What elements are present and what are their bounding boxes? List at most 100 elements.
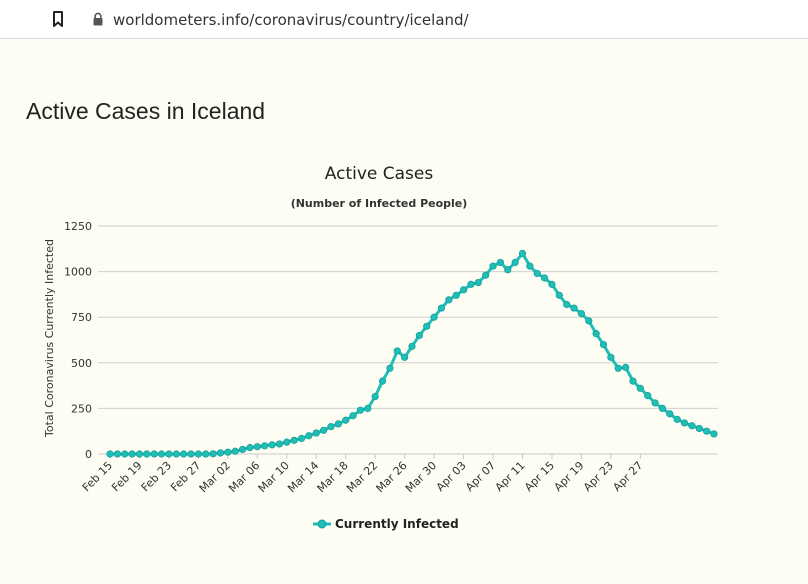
data-point[interactable] bbox=[518, 249, 527, 257]
series-line-currently-infected[interactable] bbox=[110, 251, 715, 456]
data-point[interactable] bbox=[459, 286, 468, 294]
x-tick-label: Feb 23 bbox=[139, 459, 174, 494]
data-point[interactable] bbox=[356, 406, 365, 414]
data-point[interactable] bbox=[106, 450, 114, 458]
data-point[interactable] bbox=[526, 262, 534, 270]
data-point[interactable] bbox=[393, 347, 401, 355]
data-point[interactable] bbox=[180, 450, 188, 458]
data-point[interactable] bbox=[202, 450, 210, 458]
data-point[interactable] bbox=[386, 364, 394, 372]
legend[interactable]: Currently Infected bbox=[313, 517, 459, 531]
data-point[interactable] bbox=[467, 280, 475, 288]
lock-icon[interactable] bbox=[92, 12, 104, 26]
data-point[interactable] bbox=[415, 331, 423, 340]
data-point[interactable] bbox=[268, 441, 276, 449]
data-point[interactable] bbox=[437, 304, 446, 312]
x-tick-label: Apr 03 bbox=[434, 459, 469, 494]
data-point[interactable] bbox=[364, 404, 372, 412]
data-point[interactable] bbox=[342, 416, 350, 424]
chart-subtitle: (Number of Infected People) bbox=[291, 197, 468, 210]
y-tick-label: 750 bbox=[71, 311, 92, 324]
data-point[interactable] bbox=[577, 309, 586, 318]
legend-label[interactable]: Currently Infected bbox=[335, 517, 459, 531]
data-point[interactable] bbox=[622, 363, 630, 371]
data-point[interactable] bbox=[334, 420, 342, 428]
data-point[interactable] bbox=[224, 448, 232, 456]
data-point[interactable] bbox=[408, 342, 416, 350]
data-point[interactable] bbox=[246, 444, 254, 452]
data-point[interactable] bbox=[673, 415, 681, 423]
data-point[interactable] bbox=[423, 322, 431, 330]
data-point[interactable] bbox=[570, 304, 578, 312]
data-point[interactable] bbox=[113, 450, 121, 458]
data-point[interactable] bbox=[614, 364, 622, 372]
data-point[interactable] bbox=[283, 438, 291, 446]
x-tick-label: Apr 23 bbox=[581, 459, 616, 494]
data-point[interactable] bbox=[482, 271, 490, 279]
data-point[interactable] bbox=[128, 450, 136, 458]
data-point[interactable] bbox=[658, 404, 667, 412]
data-point[interactable] bbox=[121, 450, 129, 458]
data-point[interactable] bbox=[261, 442, 269, 450]
data-point[interactable] bbox=[401, 353, 409, 361]
x-tick-label: Mar 02 bbox=[197, 459, 233, 495]
data-point[interactable] bbox=[548, 280, 556, 288]
data-point[interactable] bbox=[474, 278, 482, 287]
data-point[interactable] bbox=[680, 419, 689, 427]
data-point[interactable] bbox=[430, 313, 438, 321]
url-text[interactable]: worldometers.info/coronavirus/country/ic… bbox=[113, 11, 469, 29]
data-point[interactable] bbox=[629, 377, 637, 385]
data-point[interactable] bbox=[585, 317, 593, 325]
x-tick-label: Apr 07 bbox=[463, 459, 498, 494]
data-point[interactable] bbox=[238, 445, 247, 454]
data-point[interactable] bbox=[349, 412, 357, 420]
data-point[interactable] bbox=[636, 384, 644, 392]
data-point[interactable] bbox=[445, 296, 453, 304]
data-point[interactable] bbox=[305, 432, 313, 440]
data-point[interactable] bbox=[135, 450, 144, 458]
bookmark-icon[interactable] bbox=[52, 11, 64, 27]
data-point[interactable] bbox=[599, 340, 608, 349]
x-tick-label: Mar 30 bbox=[403, 459, 439, 495]
data-point[interactable] bbox=[165, 450, 173, 458]
data-point[interactable] bbox=[489, 262, 497, 270]
data-point[interactable] bbox=[496, 258, 504, 267]
x-tick-label: Apr 11 bbox=[493, 459, 528, 494]
data-point[interactable] bbox=[253, 443, 261, 451]
data-point[interactable] bbox=[320, 426, 328, 434]
data-point[interactable] bbox=[290, 436, 298, 444]
data-point[interactable] bbox=[194, 450, 202, 458]
data-point[interactable] bbox=[695, 424, 703, 433]
data-point[interactable] bbox=[312, 429, 320, 437]
data-point[interactable] bbox=[511, 258, 519, 267]
data-point[interactable] bbox=[143, 450, 151, 458]
data-point[interactable] bbox=[504, 266, 512, 274]
data-point[interactable] bbox=[644, 392, 652, 400]
data-point[interactable] bbox=[187, 450, 195, 458]
data-point[interactable] bbox=[150, 450, 158, 458]
data-point[interactable] bbox=[209, 450, 217, 458]
data-point[interactable] bbox=[710, 430, 718, 438]
data-point[interactable] bbox=[452, 291, 460, 299]
data-point[interactable] bbox=[688, 422, 696, 430]
data-point[interactable] bbox=[371, 392, 379, 401]
data-point[interactable] bbox=[378, 377, 387, 385]
x-tick-label: Mar 14 bbox=[285, 459, 321, 495]
data-point[interactable] bbox=[297, 434, 306, 443]
data-point[interactable] bbox=[327, 423, 335, 431]
y-tick-label: 250 bbox=[71, 402, 92, 415]
data-point[interactable] bbox=[533, 269, 541, 278]
data-point[interactable] bbox=[172, 450, 180, 458]
data-point[interactable] bbox=[607, 353, 615, 361]
data-point[interactable] bbox=[216, 449, 225, 457]
data-point[interactable] bbox=[275, 440, 284, 448]
data-point[interactable] bbox=[555, 291, 563, 299]
data-point[interactable] bbox=[703, 427, 711, 435]
data-point[interactable] bbox=[651, 399, 659, 407]
data-point[interactable] bbox=[563, 300, 571, 309]
data-point[interactable] bbox=[540, 274, 549, 282]
data-point[interactable] bbox=[592, 330, 600, 338]
data-point[interactable] bbox=[157, 450, 166, 458]
data-point[interactable] bbox=[231, 447, 239, 455]
data-point[interactable] bbox=[666, 410, 674, 418]
